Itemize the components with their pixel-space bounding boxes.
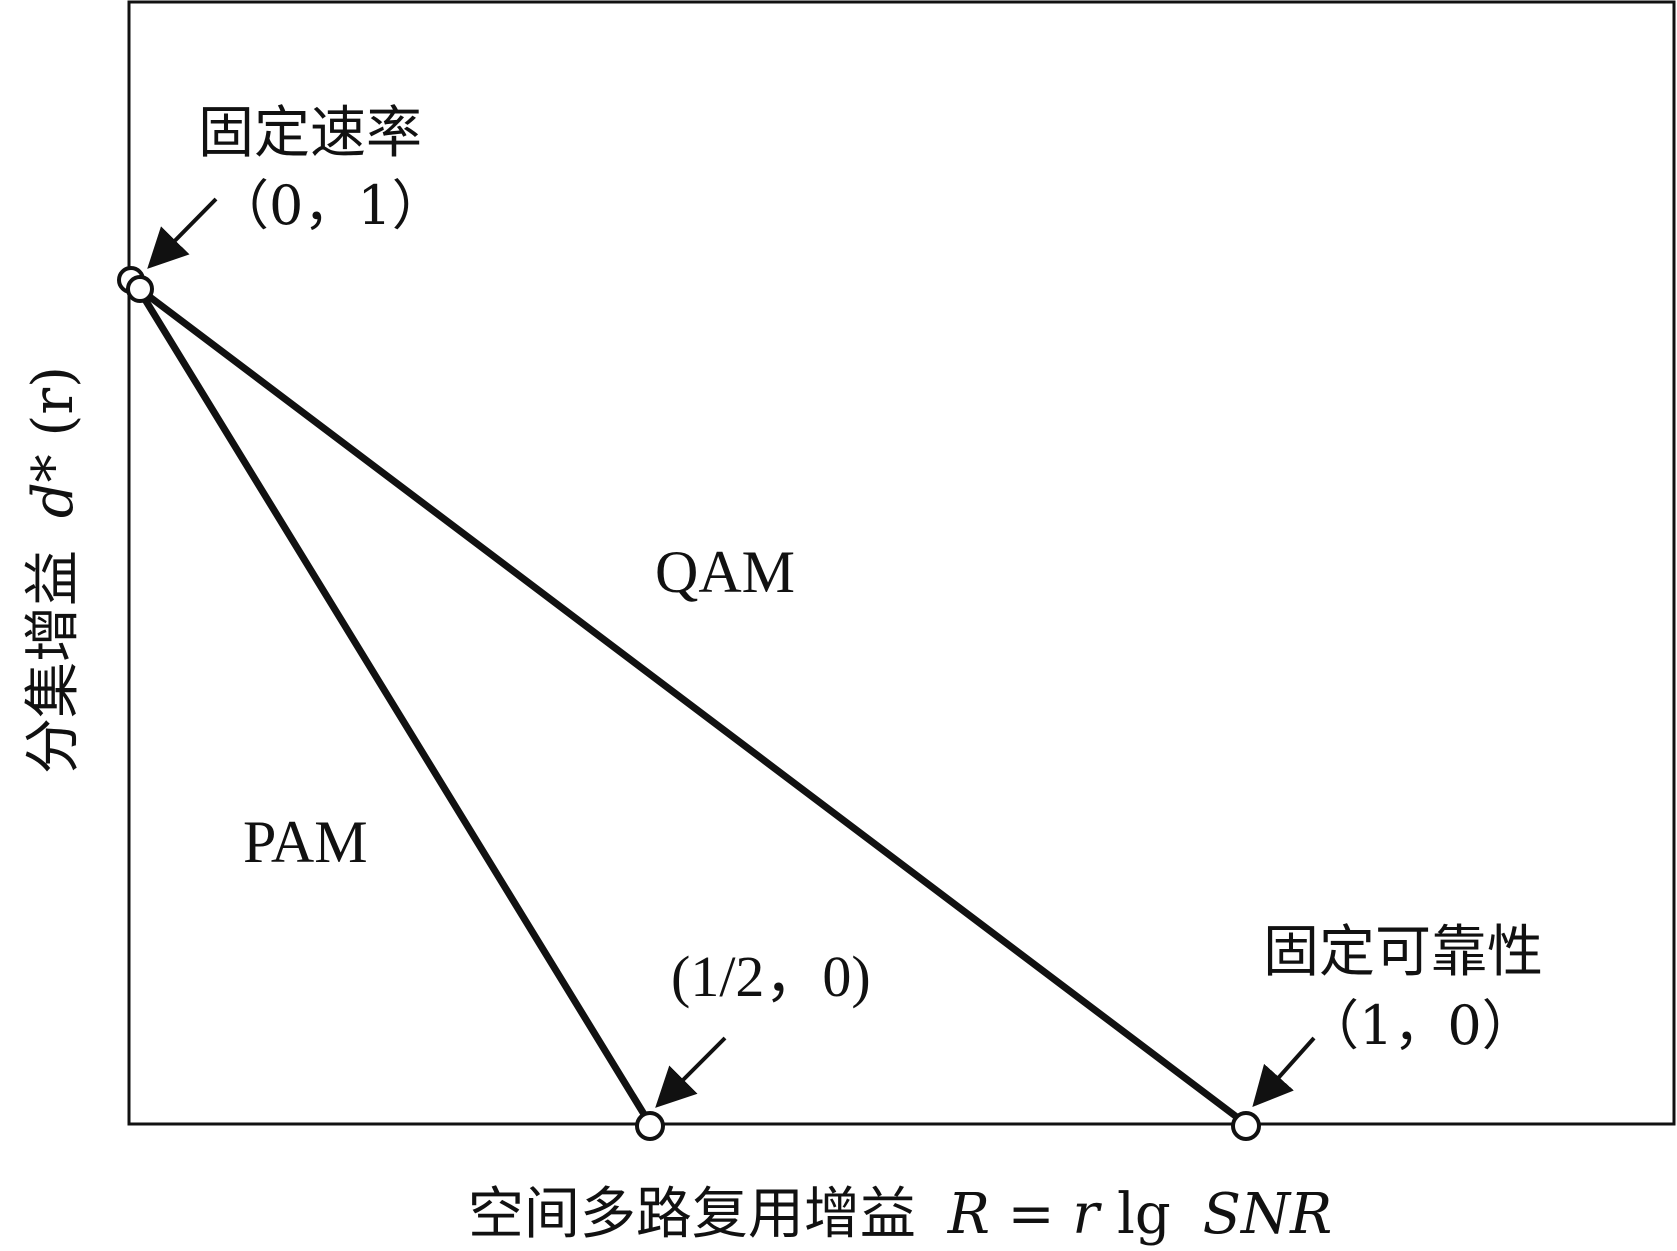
arrow-fixed-reliability [1252,1036,1316,1107]
region-label-qam: QAM [655,539,795,605]
y-axis-label-cjk: 分集增益 [21,550,86,774]
pam-tradeoff-line [134,284,654,1128]
x-axis-label-snr: SNR [1203,1182,1333,1247]
x-axis-label-R: R [947,1182,990,1247]
arrow-half-point [655,1036,727,1108]
region-label-pam: PAM [243,809,368,875]
x-axis-label: 空间多路复用增益 R = r lg SNR [468,1182,1332,1247]
marker-half-point [635,1111,665,1141]
x-axis-label-cjk: 空间多路复用增益 [468,1182,916,1247]
qam-tradeoff-line [134,284,1250,1128]
x-axis-label-r: r [1072,1182,1102,1247]
fixed-reliability-coord: （1，0） [1305,994,1536,1057]
marker-fixed-rate-b [126,275,154,303]
y-axis-label-arg: (r) [21,366,86,436]
plot-frame [127,0,1676,1126]
fixed-rate-title: 固定速率 [198,101,422,166]
arrow-fixed-rate [147,197,218,269]
marker-fixed-reliability [1231,1111,1261,1141]
y-axis-label: 分集增益 d* (r) [21,366,86,774]
y-axis-label-symbol: d* [21,454,86,518]
half-point-coord: (1/2，0) [671,944,871,1009]
x-axis-label-eq: = [1008,1182,1055,1247]
fixed-rate-coord: （0，1） [215,174,446,237]
fixed-reliability-title: 固定可靠性 [1263,920,1543,985]
svg-text:分集增益 d* (r): 分集增益 d* (r) [21,366,86,774]
x-axis-label-lg: lg [1117,1182,1171,1247]
